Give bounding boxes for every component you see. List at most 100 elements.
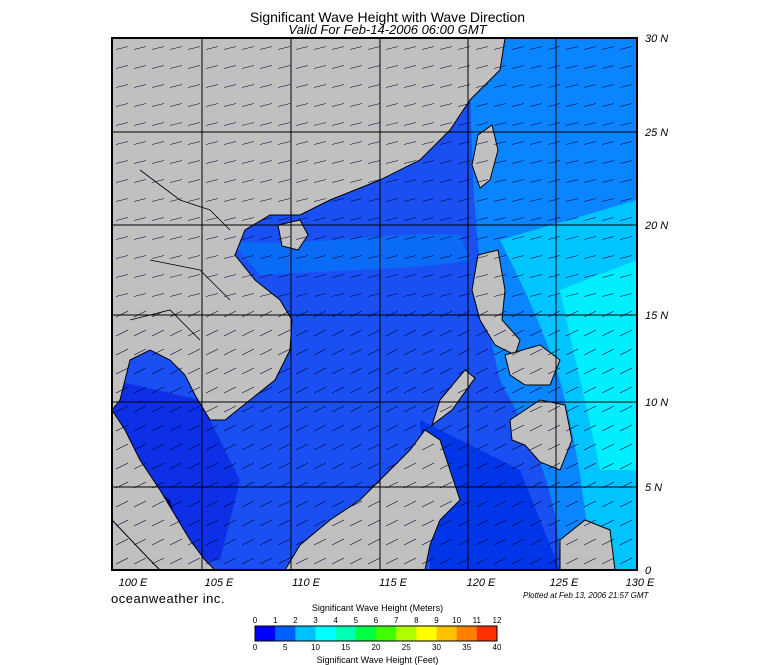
- wave-arrow: [619, 405, 633, 413]
- wave-arrow: [583, 310, 597, 318]
- wave-arrow: [619, 141, 633, 145]
- wave-arrow: [169, 46, 183, 50]
- wave-arrow: [619, 348, 633, 356]
- wave-arrow: [295, 160, 309, 164]
- wave-arrow: [367, 424, 381, 432]
- wave-arrow: [259, 293, 273, 297]
- wave-arrow: [205, 443, 219, 451]
- wave-arrow: [583, 443, 597, 451]
- wave-arrow: [529, 386, 543, 394]
- wave-arrow: [133, 122, 147, 126]
- wave-arrow: [475, 443, 489, 451]
- wave-arrow: [223, 122, 237, 126]
- wave-arrow: [547, 198, 561, 202]
- wave-arrow: [601, 236, 615, 240]
- wave-arrow: [169, 84, 183, 88]
- wave-arrow: [241, 160, 255, 164]
- wave-arrow: [259, 122, 273, 126]
- wave-arrow: [493, 274, 507, 278]
- wave-arrow: [403, 198, 417, 202]
- legend-frame: [254, 625, 498, 642]
- legend-title-feet: Significant Wave Height (Feet): [316, 655, 439, 665]
- wave-arrow: [565, 538, 579, 546]
- wave-arrow: [349, 274, 363, 278]
- wave-arrow: [493, 367, 507, 375]
- wave-arrow: [151, 255, 165, 259]
- wave-arrow: [439, 46, 453, 50]
- wave-arrow: [151, 84, 165, 88]
- wave-arrow: [223, 236, 237, 240]
- wave-arrow: [349, 122, 363, 126]
- wave-arrow: [223, 557, 237, 565]
- wave-arrow: [385, 65, 399, 69]
- wave-arrow: [313, 538, 327, 546]
- wave-arrow: [367, 160, 381, 164]
- wave-arrow: [493, 141, 507, 145]
- wave-arrow: [511, 198, 525, 202]
- wave-arrow: [313, 122, 327, 126]
- wave-arrow: [187, 65, 201, 69]
- legend-swatch: [416, 626, 437, 641]
- lat-label-25: 25 N: [644, 127, 668, 139]
- wave-arrow: [367, 310, 381, 318]
- wave-arrow: [619, 65, 633, 69]
- wave-arrow: [601, 179, 615, 183]
- wave-arrow: [187, 160, 201, 164]
- land-luzon: [471, 249, 521, 356]
- wave-arrow: [565, 160, 579, 164]
- wave-arrow: [169, 462, 183, 470]
- wave-arrow: [205, 84, 219, 88]
- wave-arrow: [583, 367, 597, 375]
- legend-swatch: [275, 626, 296, 641]
- lon-label-110: 110 E: [292, 577, 321, 589]
- wave-arrow: [187, 557, 201, 565]
- wave-arrow: [151, 65, 165, 69]
- wave-arrow: [187, 255, 201, 259]
- wave-arrow: [601, 500, 615, 508]
- land-borneo: [284, 429, 461, 570]
- wave-arrow: [133, 46, 147, 50]
- wave-arrow: [439, 443, 453, 451]
- wave-arrow: [547, 179, 561, 183]
- wave-arrow: [601, 141, 615, 145]
- land-sulawesi: [559, 519, 616, 570]
- wave-arrow: [385, 236, 399, 240]
- wave-arrow: [349, 329, 363, 337]
- wave-arrow: [565, 65, 579, 69]
- wave-arrow: [313, 274, 327, 278]
- wave-arrow: [169, 217, 183, 221]
- wave-arrow: [295, 405, 309, 413]
- wave-arrow: [259, 538, 273, 546]
- wave-arrow: [619, 46, 633, 50]
- wave-arrow: [547, 500, 561, 508]
- wave-arrow: [421, 329, 435, 337]
- wave-arrow: [511, 179, 525, 183]
- wave-arrow: [529, 293, 543, 297]
- wave-arrow: [583, 255, 597, 259]
- legend-tick-labels: 0 1 2 3 4 5 6 7 8 9 10 11 120 5 10 15 20 25 30 35 40: [253, 616, 502, 652]
- wave-arrow: [223, 329, 237, 337]
- wave-arrow: [187, 519, 201, 527]
- wave-arrow: [367, 462, 381, 470]
- legend-feet-tick: 40: [493, 643, 502, 652]
- wave-arrow: [547, 122, 561, 126]
- wave-arrow: [151, 519, 165, 527]
- wave-arrow: [115, 255, 129, 259]
- wave-arrow: [547, 519, 561, 527]
- wave-arrow: [223, 274, 237, 278]
- wave-band-peak: [560, 260, 637, 470]
- wave-arrow: [205, 103, 219, 107]
- wave-arrow: [241, 141, 255, 145]
- wave-arrow: [241, 329, 255, 337]
- wave-arrow: [475, 103, 489, 107]
- wave-arrow: [313, 255, 327, 259]
- wave-arrow: [295, 462, 309, 470]
- wave-arrow: [151, 274, 165, 278]
- wave-arrow: [421, 462, 435, 470]
- wave-arrow: [511, 84, 525, 88]
- wave-arrow: [133, 329, 147, 337]
- wave-arrow: [547, 236, 561, 240]
- wave-arrow: [151, 348, 165, 356]
- wave-arrow: [331, 557, 345, 565]
- wave-arrow: [295, 84, 309, 88]
